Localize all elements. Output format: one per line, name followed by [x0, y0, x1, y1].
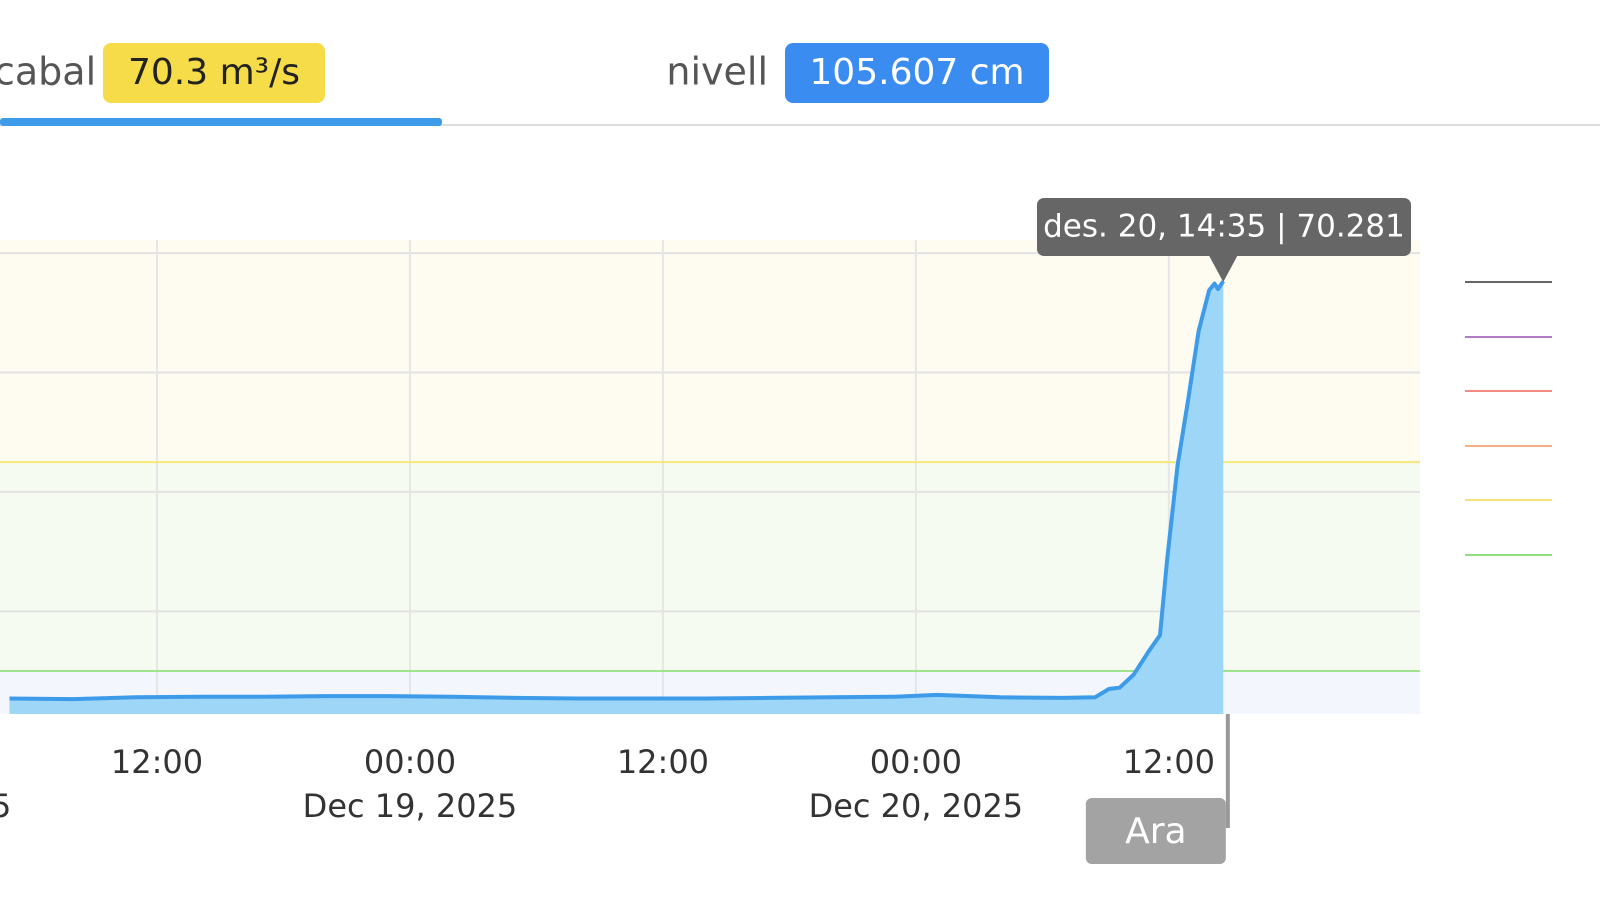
now-label: Ara — [1125, 811, 1187, 852]
active-tab-indicator — [0, 118, 442, 126]
tooltip-arrow — [1209, 256, 1238, 282]
x-date-label: Dec 20, 2025 — [809, 787, 1024, 825]
badge-text: 70.3 m³/s — [128, 52, 300, 93]
x-tick-label: 00:00 — [870, 743, 962, 781]
legend — [1465, 281, 1552, 556]
tab-label[interactable]: cabal — [0, 50, 96, 94]
badge — [785, 43, 1049, 103]
x-tick-label: 00:00 — [364, 743, 456, 781]
x-tick-label: 12:00 — [1123, 743, 1215, 781]
badge — [103, 43, 325, 103]
plot: 12:00 00:00 12:00 00:00 12:00 Dec 18, 2025 Dec… — [0, 198, 1420, 864]
badge-text: 105.607 cm — [809, 52, 1024, 93]
tooltip-text: des. 20, 14:35 | 70.281 — [1043, 209, 1405, 245]
x-date-label: Dec 18, 2025 — [0, 787, 11, 825]
tooltip-box — [1037, 198, 1411, 256]
area-line — [9, 280, 1225, 702]
x-tick-label: 12:00 — [617, 743, 709, 781]
tab-label[interactable]: nivell — [666, 50, 768, 94]
now-badge — [1085, 798, 1226, 864]
x-date-label: Dec 19, 2025 — [303, 787, 518, 825]
x-tick-label: 12:00 — [111, 743, 203, 781]
